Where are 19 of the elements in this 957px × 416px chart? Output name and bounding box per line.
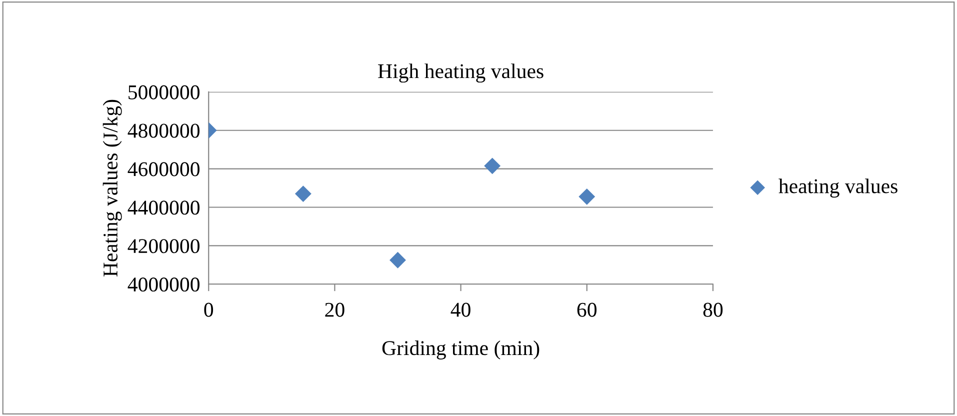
- y-tick-label: 4600000: [128, 162, 200, 176]
- y-tick-label: 4400000: [128, 200, 200, 215]
- x-tick-label: 80: [703, 302, 723, 317]
- legend-label: heating values: [778, 178, 898, 198]
- y-axis-title: Heating values (J/kg): [102, 100, 122, 277]
- x-tick-label: 0: [204, 302, 214, 317]
- y-tick-label: 4800000: [128, 124, 200, 138]
- point: [484, 158, 501, 174]
- x-tick-label: 60: [577, 302, 597, 317]
- y-tick-label: 4000000: [128, 278, 200, 292]
- x-tick-label: 20: [325, 302, 344, 317]
- chart-title: High heating values: [378, 64, 544, 83]
- x-tick-label: 40: [450, 302, 470, 317]
- y-tick-label: 4200000: [128, 239, 200, 254]
- point: [578, 188, 596, 205]
- x-axis-title: Griding time (min): [382, 340, 540, 360]
- point: [294, 186, 312, 202]
- point: [390, 252, 406, 268]
- y-tick-label: 5000000: [128, 85, 200, 100]
